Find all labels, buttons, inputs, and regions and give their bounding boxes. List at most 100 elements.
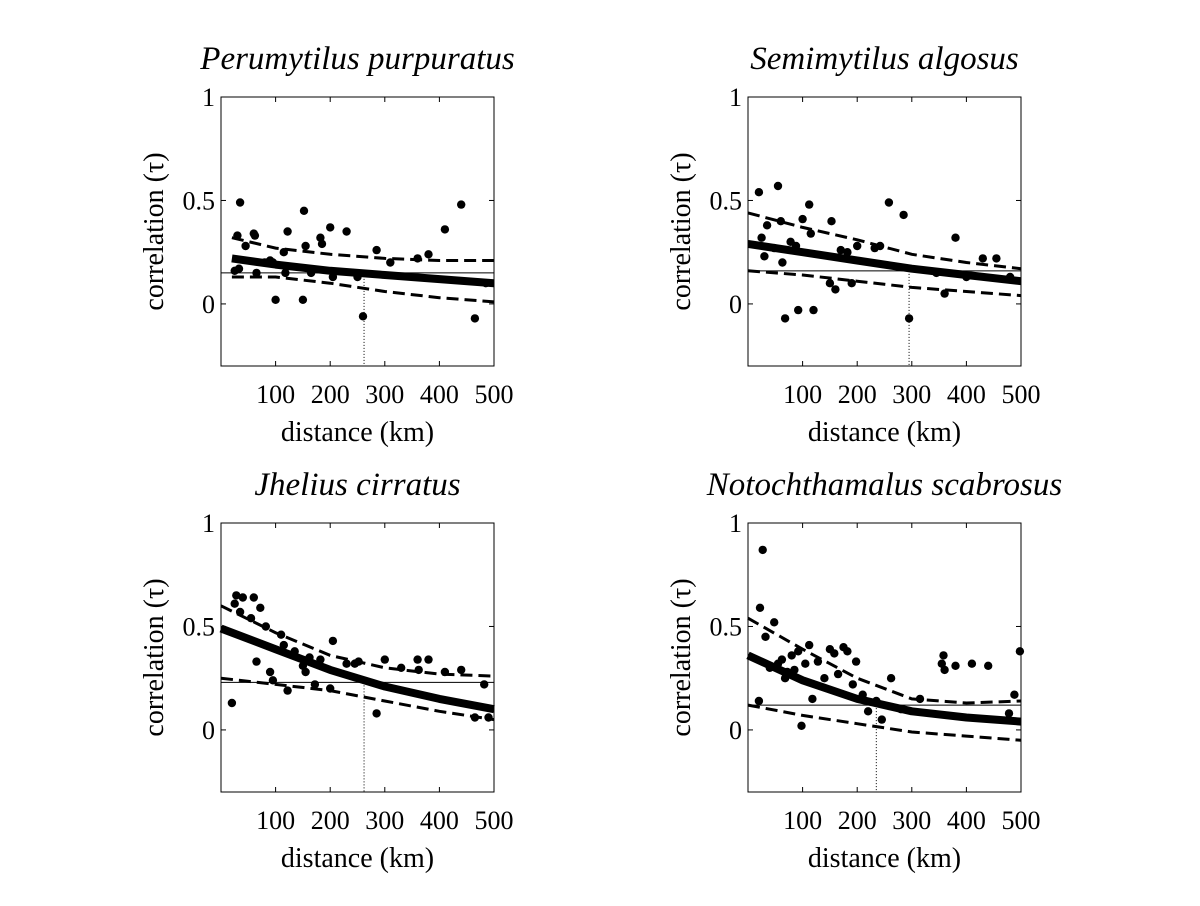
data-point [281,268,290,278]
data-point [342,227,351,236]
data-point [808,694,817,704]
x-tick-label: 200 [838,380,877,409]
data-point [484,713,493,722]
ci-lower-line [220,676,495,722]
data-point [268,258,278,267]
data-point [951,661,960,670]
data-point [858,690,867,699]
data-point [833,669,843,679]
y-axis-label: correlation (τ) [666,578,697,736]
data-point [1010,690,1019,699]
data-point [233,231,242,240]
x-tick-label: 500 [475,380,514,409]
panel-title: Semimytilus algosus [750,41,1019,77]
data-point [1005,272,1015,282]
data-point [853,241,862,251]
data-point [480,680,489,689]
data-point [268,676,278,685]
data-point [760,252,769,261]
x-tick-label: 500 [475,806,514,835]
data-point [440,667,450,677]
data-point [227,698,237,708]
x-tick-label: 200 [311,380,350,409]
panel-title: Perumytilus purpuratus [199,41,514,77]
data-point [777,655,787,664]
data-point [250,231,260,240]
y-tick-label: 0.5 [183,612,216,641]
data-point [413,655,422,664]
x-tick-label: 100 [256,380,295,409]
data-point [940,665,949,675]
y-tick-label: 0 [729,290,742,319]
data-point [992,254,1001,263]
data-point [830,649,839,658]
data-point [279,640,288,650]
ci-upper-line [747,211,1022,271]
data-point [783,667,792,677]
data-point [851,657,861,666]
data-point [440,225,450,234]
data-point [962,272,971,282]
x-axis-label: distance (km) [808,843,961,874]
y-tick-label: 1 [202,83,215,112]
data-point [246,614,256,623]
x-tick-label: 500 [1002,806,1041,835]
data-point [424,655,433,664]
data-point [299,206,309,215]
data-point [413,254,422,263]
panel-2: Semimytilus algosus 0 0.5 1 100 200 300 400 500 d… [666,41,1041,448]
data-point [424,250,433,259]
x-tick-label: 100 [256,806,295,835]
data-point [761,632,770,641]
data-point [797,721,806,730]
data-point [939,651,948,660]
x-tick-label: 400 [947,380,986,409]
y-axis-label: correlation (τ) [139,578,170,736]
data-point [904,314,914,323]
data-point [899,210,908,220]
x-tick-label: 200 [838,806,877,835]
data-point [801,659,810,668]
fit-line [219,624,495,714]
data-point [306,268,316,278]
data-point [967,659,977,668]
x-tick-label: 100 [783,380,822,409]
data-point [896,705,906,714]
data-point [353,272,362,282]
data-point [809,305,818,315]
data-point [843,248,852,257]
data-point [283,686,292,695]
axes-frame [747,96,1022,367]
data-point [847,279,856,288]
data-point [886,674,896,683]
x-axis-label: distance (km) [281,417,434,448]
data-point [301,241,310,251]
data-point [256,603,265,612]
data-point [1004,709,1014,718]
data-point [754,696,764,706]
data-point [470,713,480,722]
data-point [758,545,767,555]
data-point [780,314,790,323]
x-tick-label: 400 [420,380,459,409]
data-point [940,289,949,298]
data-point [1015,647,1025,656]
data-point [755,603,765,612]
data-point [252,268,261,278]
data-point [984,661,993,670]
data-point [813,657,823,666]
data-point [978,254,987,263]
data-point [316,655,325,664]
axes-frame [220,522,495,793]
data-point [241,241,250,251]
data-point [776,217,785,226]
data-point [470,314,480,323]
data-point [358,312,368,321]
data-point [915,694,925,704]
x-tick-label: 400 [420,806,459,835]
panel-title: Notochthamalus scabrosus [706,467,1062,503]
data-point [872,696,881,706]
data-point [825,279,835,288]
data-point [328,636,338,646]
x-tick-label: 500 [1002,380,1041,409]
